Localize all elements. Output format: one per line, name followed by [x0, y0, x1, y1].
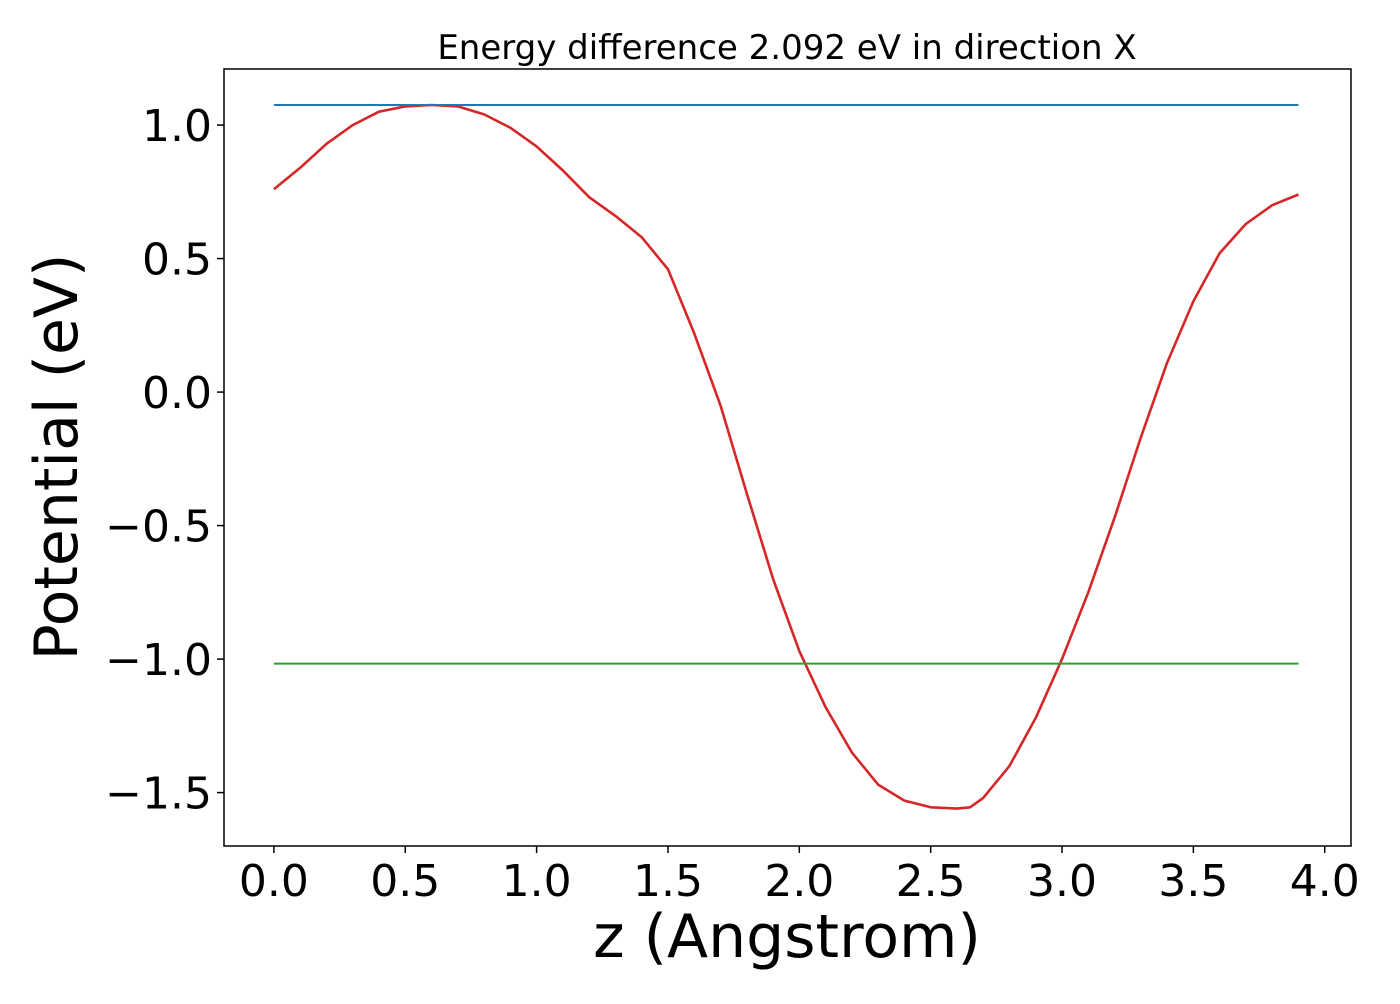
x-axis-ticks: 0.0 0.5 1.0 1.5 2.0 2.5 3.0 3.5 4.0 — [239, 846, 1360, 907]
x-tick-label: 3.0 — [1027, 856, 1097, 907]
y-tick-label: 0.0 — [142, 368, 212, 419]
x-tick-label: 1.0 — [502, 856, 572, 907]
y-axis-ticks: 1.0 0.5 0.0 −0.5 −1.0 −1.5 — [105, 101, 224, 820]
y-tick-label: −1.5 — [105, 769, 212, 820]
x-tick-label: 4.0 — [1290, 856, 1360, 907]
y-tick-label: −0.5 — [105, 502, 212, 553]
x-tick-label: 0.0 — [239, 856, 309, 907]
x-tick-label: 0.5 — [370, 856, 440, 907]
x-tick-label: 1.5 — [633, 856, 703, 907]
x-tick-label: 3.5 — [1158, 856, 1228, 907]
x-tick-label: 2.5 — [896, 856, 966, 907]
x-tick-label: 2.0 — [764, 856, 834, 907]
y-tick-label: 0.5 — [142, 235, 212, 286]
x-axis-label: z (Angstrom) — [593, 902, 981, 972]
series-layer — [273, 103, 1299, 810]
y-axis-label: Potential (eV) — [22, 254, 92, 661]
potential-curve — [273, 103, 1299, 810]
plot-frame — [223, 68, 1352, 847]
y-tick-label: −1.0 — [105, 635, 212, 686]
y-tick-label: 1.0 — [142, 101, 212, 152]
chart-title: Energy difference 2.092 eV in direction … — [437, 28, 1136, 68]
